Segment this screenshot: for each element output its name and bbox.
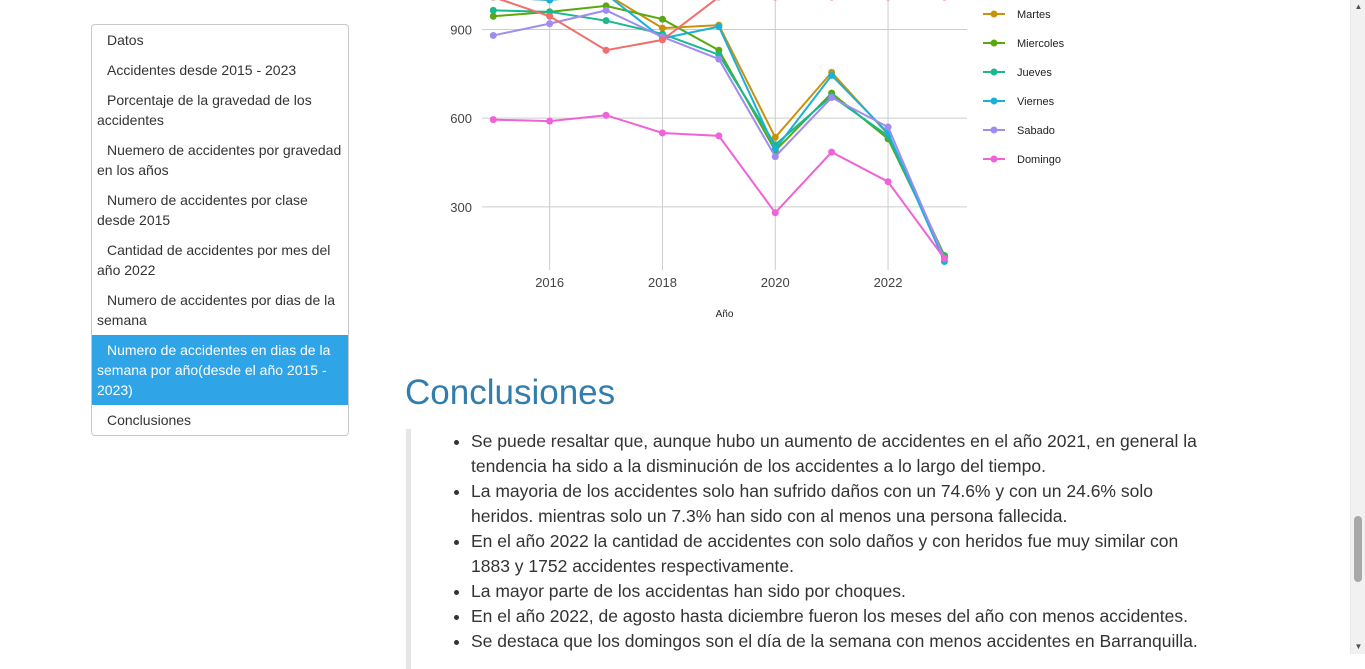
y-tick-label: 300 [450,200,472,215]
table-of-contents: Datos Accidentes desde 2015 - 2023 Porce… [91,24,349,436]
page-scrollbar[interactable]: ▲ ▼ [1350,0,1365,654]
conclusion-item: En el año 2022 la cantidad de accidentes… [471,529,1206,579]
data-point [546,20,554,28]
chart-series [489,0,948,265]
data-point [491,0,496,1]
conclusion-item: La mayoria de los accidentes solo han su… [471,479,1206,529]
y-tick-label: 600 [450,111,472,126]
data-point [828,94,836,101]
data-point [489,6,497,14]
data-point [658,24,666,32]
data-point [771,209,779,217]
legend-label: Miercoles [1017,38,1065,50]
data-point [602,17,610,25]
data-point [771,133,779,141]
weekday-line-chart: 300 600 900 2016 2018 2020 2022 Año Martes Mierc… [450,0,1065,320]
data-point [942,0,947,1]
legend-swatch-dot [990,126,998,134]
data-point [489,31,497,39]
conclusions-list: Se puede resaltar que, aunque hubo un au… [411,429,1206,654]
scrollbar-thumb[interactable] [1354,516,1362,582]
conclusion-item: Se destaca que los domingos son el día d… [471,629,1206,654]
toc-item-gravedad-anios[interactable]: Nuemero de accidentes por gravedad en lo… [97,142,342,178]
conclusion-item: En el año 2022, de agosto hasta diciembr… [471,604,1206,629]
data-point [886,0,890,1]
conclusion-item: Se puede resaltar que, aunque hubo un au… [471,429,1206,479]
data-point [884,178,892,186]
scroll-up-arrow-icon[interactable]: ▲ [1354,2,1363,11]
x-tick-label: 2018 [648,275,677,290]
toc-item-porcentaje-gravedad[interactable]: Porcentaje de la gravedad de los acciden… [97,92,312,128]
data-point [771,153,779,161]
data-point [602,6,610,14]
series-line [498,0,717,52]
x-tick-label: 2020 [761,275,790,290]
x-tick-label: 2022 [874,275,903,290]
x-tick-label: 2016 [535,275,564,290]
scroll-down-arrow-icon[interactable]: ▼ [1354,642,1363,651]
toc-item-conclusiones[interactable]: Conclusiones [107,412,192,428]
data-point [546,0,554,4]
legend-label: Viernes [1017,96,1055,108]
legend-swatch-dot [990,10,998,18]
chart-legend: Martes Miercoles Jueves Viernes Sabado Doming… [983,9,1065,166]
data-point [715,55,723,63]
data-point [773,0,778,1]
toc-item-dias-semana[interactable]: Numero de accidentes por dias de la sema… [97,292,336,328]
toc-item-mes-2022[interactable]: Cantidad de accidentes por mes del año 2… [97,242,331,278]
x-axis-label: Año [716,309,734,320]
legend-label: Jueves [1017,67,1052,79]
toc-item-clase[interactable]: Numero de accidentes por clase desde 201… [97,192,308,228]
legend-swatch-dot [990,97,998,105]
conclusions-title: Conclusiones [405,373,616,412]
data-point [829,0,834,1]
data-point [489,116,497,124]
data-point [771,145,779,153]
data-point [658,36,666,44]
toc-item-datos[interactable]: Datos [107,32,144,48]
data-point [658,129,666,137]
legend-swatch-dot [990,155,998,163]
data-point [940,255,948,263]
conclusions-blockquote: Se puede resaltar que, aunque hubo un au… [406,429,1206,669]
data-point [715,23,723,31]
toc-item-accidentes-2015-2023[interactable]: Accidentes desde 2015 - 2023 [107,62,297,78]
data-point [828,148,836,156]
data-point [489,12,497,20]
legend-label: Martes [1017,9,1051,21]
data-point [546,12,554,20]
legend-label: Domingo [1017,154,1061,166]
data-point [716,0,721,1]
conclusion-item: La mayor parte de los accidentas han sid… [471,579,1206,604]
data-point [884,123,892,131]
data-point [658,15,666,23]
data-point [828,71,836,79]
data-point [602,46,610,54]
data-point [715,132,723,140]
legend-swatch-dot [990,39,998,47]
y-tick-label: 900 [450,23,472,38]
chart-axes: 300 600 900 2016 2018 2020 2022 Año [450,23,902,320]
data-point [602,111,610,119]
legend-swatch-dot [990,68,998,76]
toc-item-dias-semana-anio[interactable]: Numero de accidentes en dias de la seman… [92,335,348,405]
series-line [493,4,946,257]
legend-label: Sabado [1017,125,1055,137]
data-point [546,117,554,125]
